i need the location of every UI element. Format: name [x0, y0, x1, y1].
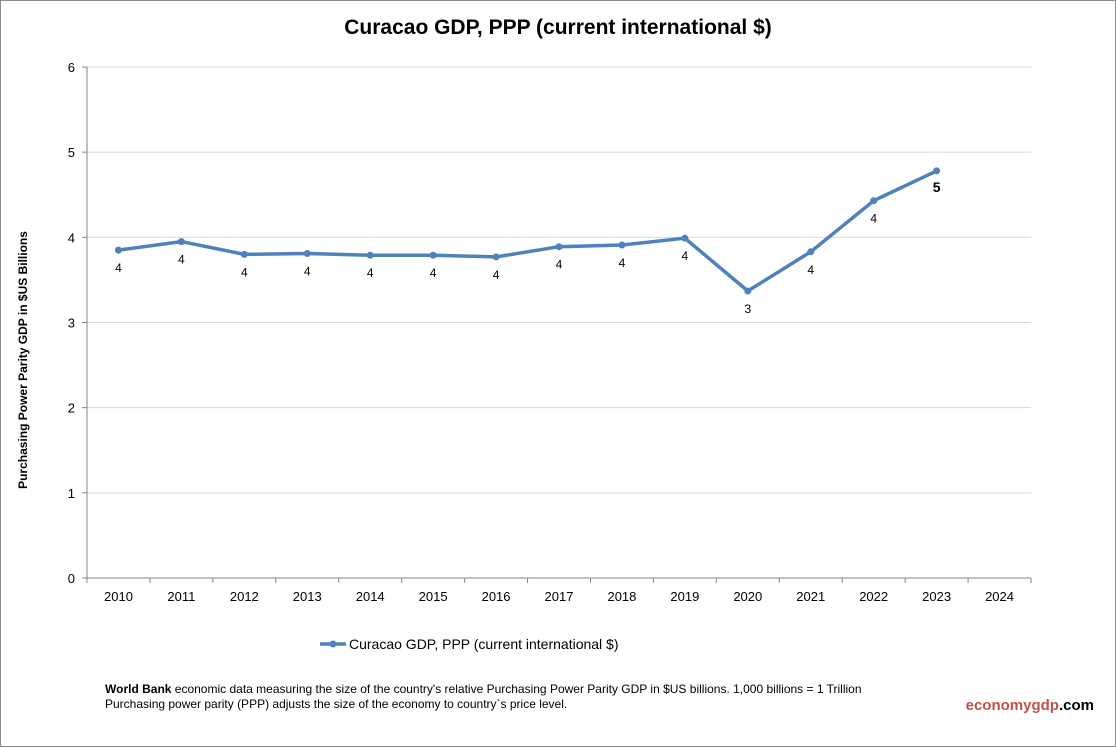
data-label: 4	[556, 258, 563, 272]
x-tick-label: 2020	[733, 589, 762, 604]
legend-label: Curacao GDP, PPP (current international …	[349, 636, 619, 652]
data-label: 4	[304, 265, 311, 279]
y-tick-label: 4	[68, 230, 75, 245]
x-tick-label: 2023	[922, 589, 951, 604]
x-tick-label: 2011	[167, 589, 195, 604]
series-line	[118, 169, 938, 293]
data-label: 4	[178, 253, 185, 267]
x-tick-label: 2014	[356, 589, 385, 604]
data-label: 4	[430, 266, 437, 280]
data-label: 4	[241, 265, 248, 279]
x-tick-label: 2016	[482, 589, 511, 604]
legend-marker	[329, 640, 337, 648]
brand-part: economy	[965, 697, 1032, 714]
y-tick-label: 2	[68, 401, 75, 416]
x-tick-label: 2012	[230, 589, 259, 604]
data-point	[240, 250, 248, 258]
x-tick-label: 2013	[293, 589, 322, 604]
data-point	[807, 248, 815, 256]
y-tick-label: 3	[68, 316, 75, 331]
data-label: 4	[682, 249, 689, 263]
data-point	[114, 246, 122, 254]
data-label: 4	[115, 261, 122, 275]
data-point	[744, 287, 752, 295]
data-point	[492, 253, 500, 261]
y-tick-label: 0	[68, 571, 75, 586]
y-tick-label: 6	[68, 60, 75, 75]
x-tick-label: 2018	[607, 589, 636, 604]
x-tick-label: 2019	[670, 589, 699, 604]
data-label: 3	[744, 302, 751, 316]
data-label: 4	[367, 266, 374, 280]
data-point	[177, 238, 185, 246]
footer-line2: Purchasing power parity (PPP) adjusts th…	[105, 697, 568, 711]
x-tick-label: 2022	[859, 589, 888, 604]
y-tick-label: 1	[68, 486, 75, 501]
footer-note: World Bank economic data measuring the s…	[105, 682, 862, 712]
x-tick-label: 2024	[985, 589, 1014, 604]
data-label: 4	[807, 263, 814, 277]
data-point	[429, 251, 437, 259]
x-tick-label: 2010	[104, 589, 133, 604]
x-tick-label: 2021	[796, 589, 825, 604]
footer-line1: economic data measuring the size of the …	[171, 682, 862, 696]
data-point	[303, 250, 311, 258]
data-label: 5	[933, 179, 941, 195]
data-label: 4	[493, 268, 500, 282]
data-point	[366, 251, 374, 259]
data-point	[870, 197, 878, 205]
chart-title: Curacao GDP, PPP (current international …	[344, 16, 772, 39]
data-point	[555, 243, 563, 251]
y-axis-label: Purchasing Power Parity GDP in $US Billi…	[16, 231, 30, 489]
x-tick-label: 2015	[419, 589, 448, 604]
y-tick-label: 5	[68, 145, 75, 160]
data-label: 4	[619, 256, 626, 270]
source-name: World Bank	[105, 682, 172, 696]
x-tick-label: 2017	[545, 589, 574, 604]
data-point	[933, 167, 941, 175]
data-point	[681, 234, 689, 242]
brand-part: .com	[1058, 697, 1094, 714]
data-label: 4	[870, 212, 877, 226]
brand-part: gdp	[1031, 697, 1059, 714]
brand-logo[interactable]: economygdp.com	[966, 697, 1094, 714]
data-point	[618, 241, 626, 249]
